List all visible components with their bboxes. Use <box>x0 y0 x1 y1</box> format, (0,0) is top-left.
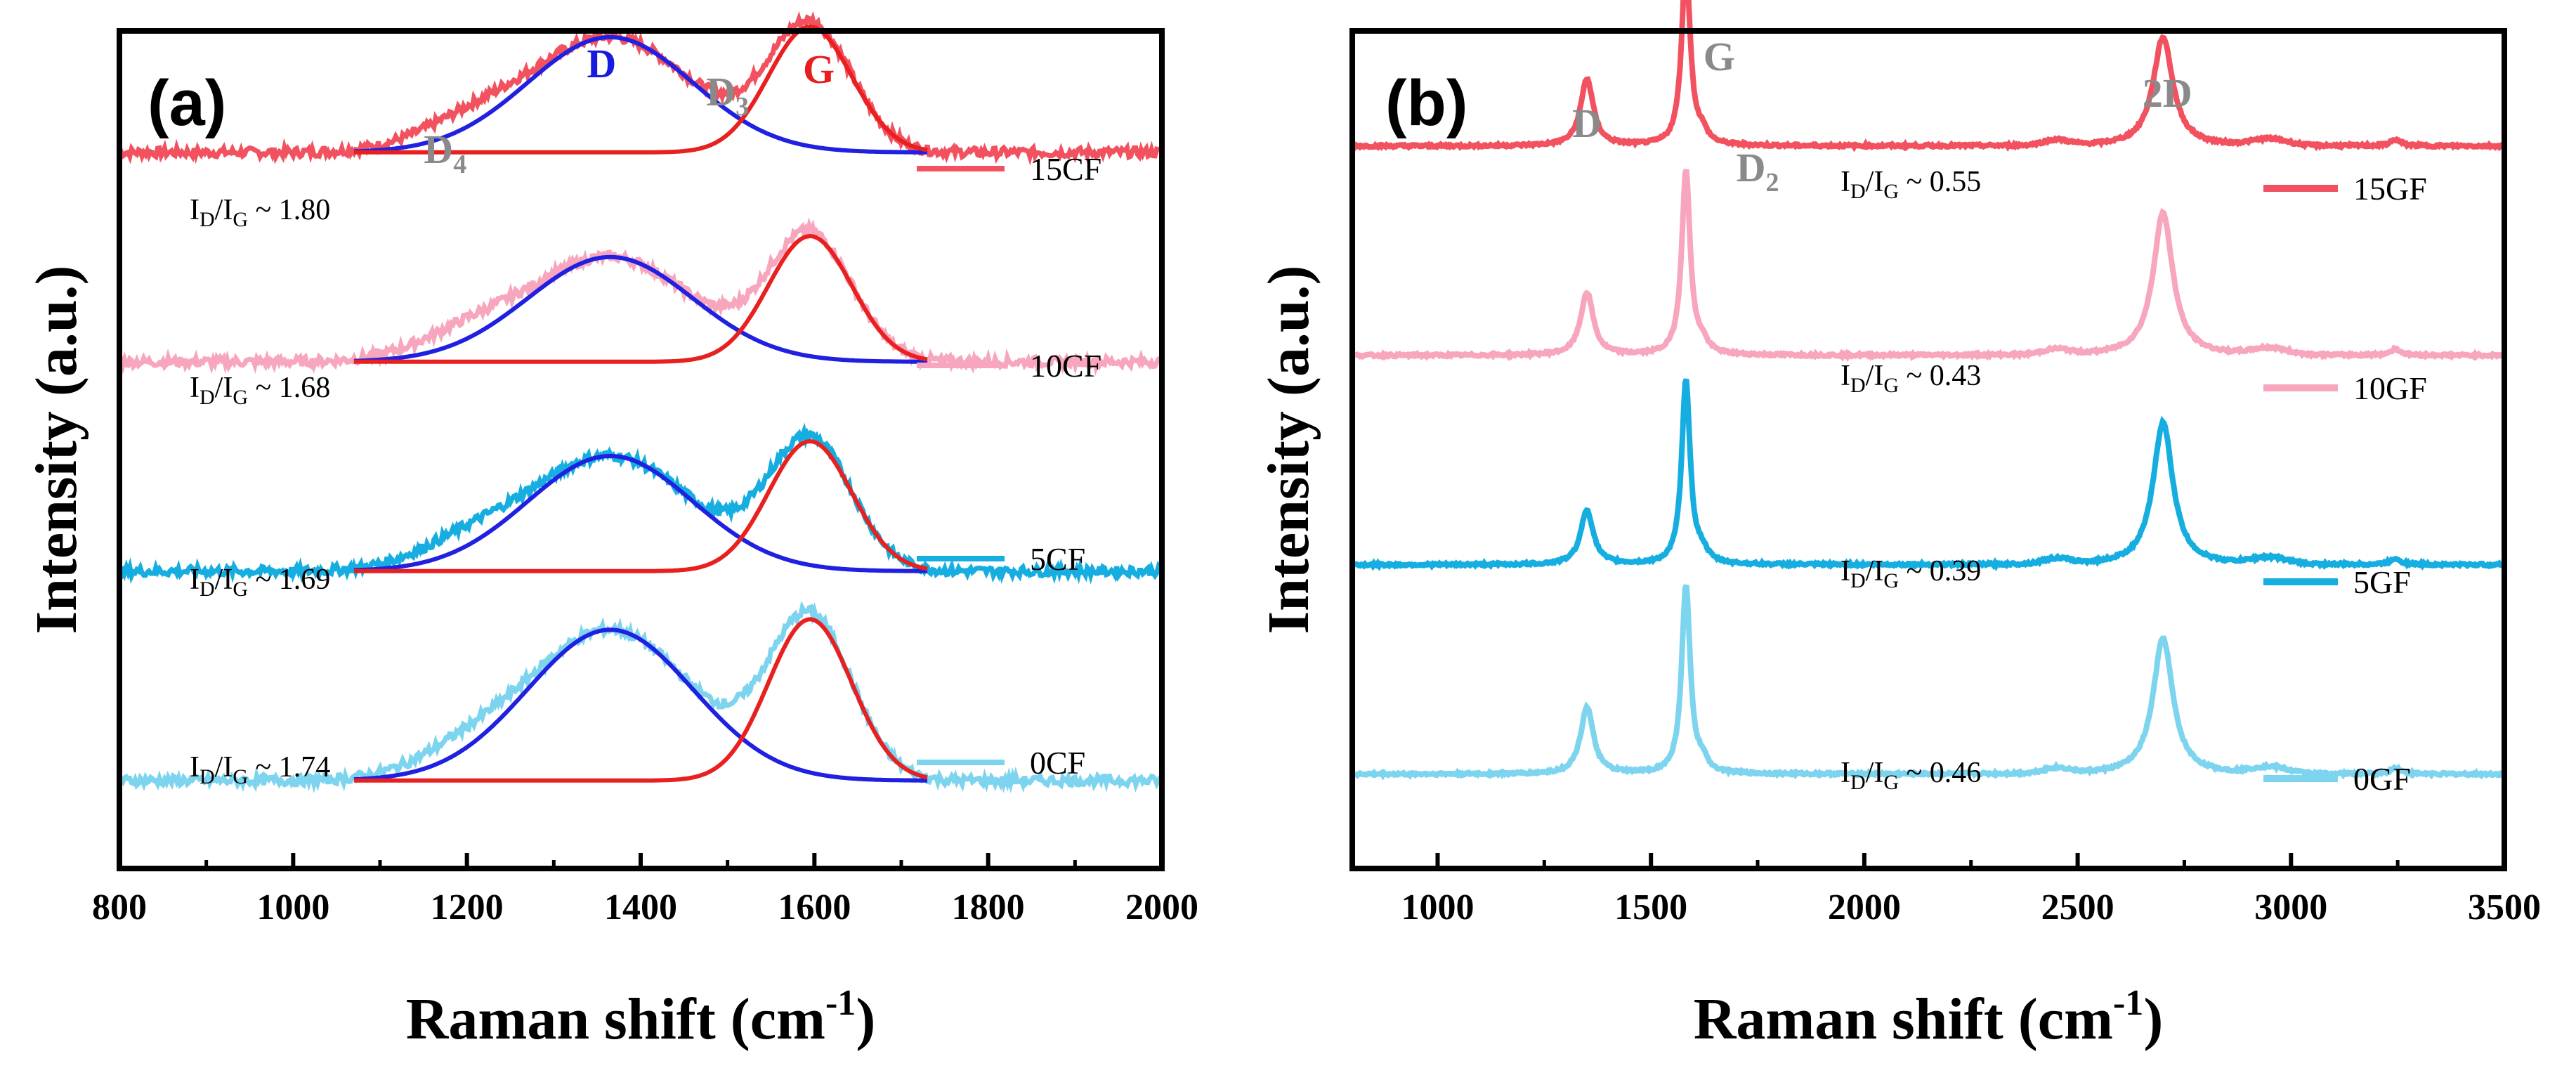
peak-sub: 3 <box>735 92 749 122</box>
panel-a-xtick-label: 1200 <box>431 887 504 928</box>
panel-a-series-5CF <box>118 422 1163 585</box>
panel-a-legend-label: 15CF <box>1030 151 1101 187</box>
peak-main: D <box>1737 145 1766 190</box>
panel-a: (a) Intensity (a.u.) Raman shift (cm-1) … <box>24 11 1198 1052</box>
panel-a-ratio-label: ID/IG ~ 1.69 <box>190 564 330 601</box>
panel-a-series-15CF <box>118 11 1165 166</box>
panel-b-peak-label: D2 <box>1737 145 1779 197</box>
panel-a-series-10CF <box>117 216 1163 377</box>
panel-a-ratio-label: ID/IG ~ 1.68 <box>190 372 330 409</box>
panel-a-xlabel-sup: -1 <box>825 983 856 1023</box>
panel-a-fit-d-0CF <box>353 627 928 783</box>
panel-b-ratio-labels: ID/IG ~ 0.55 ID/IG ~ 0.43 ID/IG ~ 0.39 ID/I… <box>1841 166 1981 794</box>
panel-b-label: (b) <box>1385 67 1467 139</box>
panel-a-ratio-label: ID/IG ~ 1.80 <box>190 194 330 231</box>
panel-a-plot-area <box>117 11 1165 794</box>
panel-b-xticks: 1000 1500 2000 2500 3000 3500 <box>1401 853 2541 928</box>
panel-a-xticks: 800 1000 1200 1400 1600 1800 2000 <box>92 853 1198 928</box>
panel-a-xlabel: Raman shift (cm-1) <box>406 983 876 1052</box>
peak-main: 2D <box>2143 70 2192 116</box>
panel-a-ratio-label: ID/IG ~ 1.74 <box>190 751 330 788</box>
panel-b: (b) Intensity (a.u.) Raman shift (cm-1) … <box>1256 0 2541 1052</box>
panel-b-series-5GF <box>1350 378 2506 571</box>
panel-a-fit-g-5CF <box>353 439 928 573</box>
panel-b-xtick-label: 2500 <box>2041 887 2114 928</box>
peak-main: G <box>803 46 835 92</box>
panel-b-xlabel: Raman shift (cm-1) <box>1694 983 2164 1052</box>
panel-b-xtick-label: 2000 <box>1828 887 1901 928</box>
panel-a-fit-d-5CF <box>353 453 928 573</box>
panel-a-xtick-label: 1400 <box>604 887 677 928</box>
panel-a-xtick-label: 1600 <box>778 887 851 928</box>
panel-b-ratio-label: ID/IG ~ 0.46 <box>1841 757 1981 794</box>
panel-a-xtick-label: 1800 <box>952 887 1025 928</box>
panel-b-xlabel-main: Raman shift (cm <box>1694 987 2113 1052</box>
panel-a-label: (a) <box>148 67 226 139</box>
panel-a-fit-g-0CF <box>353 617 928 783</box>
panel-b-xtick-label: 1000 <box>1401 887 1474 928</box>
panel-a-peak-label: G <box>803 46 835 92</box>
panel-b-ratio-label: ID/IG ~ 0.55 <box>1841 166 1981 203</box>
panel-b-legend-label: 0GF <box>2353 761 2411 797</box>
panel-b-series-15GF <box>1351 0 2506 152</box>
peak-main: D <box>424 126 453 172</box>
panel-a-ylabel: Intensity (a.u.) <box>24 265 89 634</box>
panel-a-peak-label: D4 <box>424 126 466 179</box>
panel-b-plot-area <box>1350 0 2506 781</box>
peak-main: D <box>587 41 616 86</box>
panel-b-peak-label: G <box>1704 34 1735 79</box>
panel-b-xtick-label: 1500 <box>1614 887 1687 928</box>
panel-a-fit-d-10CF <box>353 254 928 364</box>
panel-b-legend-label: 15GF <box>2353 171 2427 207</box>
panel-b-xlabel-sup: -1 <box>2113 983 2143 1023</box>
peak-sub: 4 <box>453 150 466 179</box>
peak-main: D <box>1572 100 1602 146</box>
panel-a-legend-label: 5CF <box>1030 541 1085 577</box>
panel-a-xtick-label: 2000 <box>1125 887 1198 928</box>
panel-b-ratio-label: ID/IG ~ 0.43 <box>1841 360 1981 397</box>
panel-b-frame <box>1349 28 2507 871</box>
panel-a-legend: 15CF 10CF 5CF 0CF <box>917 151 1101 781</box>
panel-a-fit-g-10CF <box>353 234 928 364</box>
panel-b-ratio-label: ID/IG ~ 0.39 <box>1841 555 1981 592</box>
panel-a-legend-label: 0CF <box>1030 745 1085 781</box>
peak-main: D <box>706 69 735 115</box>
panel-b-peak-label: D <box>1572 100 1602 146</box>
panel-b-peak-label: 2D <box>2143 70 2192 116</box>
panel-a-xtick-label: 800 <box>92 887 147 928</box>
panel-b-series-0GF <box>1351 584 2506 781</box>
panel-b-xlabel-end: ) <box>2143 987 2163 1052</box>
panel-a-xlabel-end: ) <box>856 987 875 1052</box>
panel-b-legend-label: 10GF <box>2353 370 2427 406</box>
panel-a-fit-d-15CF <box>353 34 928 155</box>
panel-a-xtick-label: 1000 <box>256 887 329 928</box>
panel-b-legend-label: 5GF <box>2353 564 2411 600</box>
panel-b-xtick-label: 3000 <box>2254 887 2327 928</box>
panel-a-ratio-labels: ID/IG ~ 1.80 ID/IG ~ 1.68 ID/IG ~ 1.69 ID/I… <box>190 194 330 788</box>
panel-b-xtick-label: 3500 <box>2468 887 2541 928</box>
peak-main: G <box>1704 34 1735 79</box>
panel-b-legend: 15GF 10GF 5GF 0GF <box>2263 171 2427 797</box>
panel-b-ylabel: Intensity (a.u.) <box>1256 265 1321 634</box>
panel-a-peak-label: D <box>587 41 616 86</box>
panel-a-fit-g-15CF <box>353 25 928 155</box>
panel-b-series-10GF <box>1351 169 2506 363</box>
panel-a-xlabel-main: Raman shift (cm <box>406 987 825 1052</box>
peak-sub: 2 <box>1765 168 1779 197</box>
panel-a-peak-label: D3 <box>706 69 749 122</box>
panel-a-legend-label: 10CF <box>1030 348 1101 384</box>
